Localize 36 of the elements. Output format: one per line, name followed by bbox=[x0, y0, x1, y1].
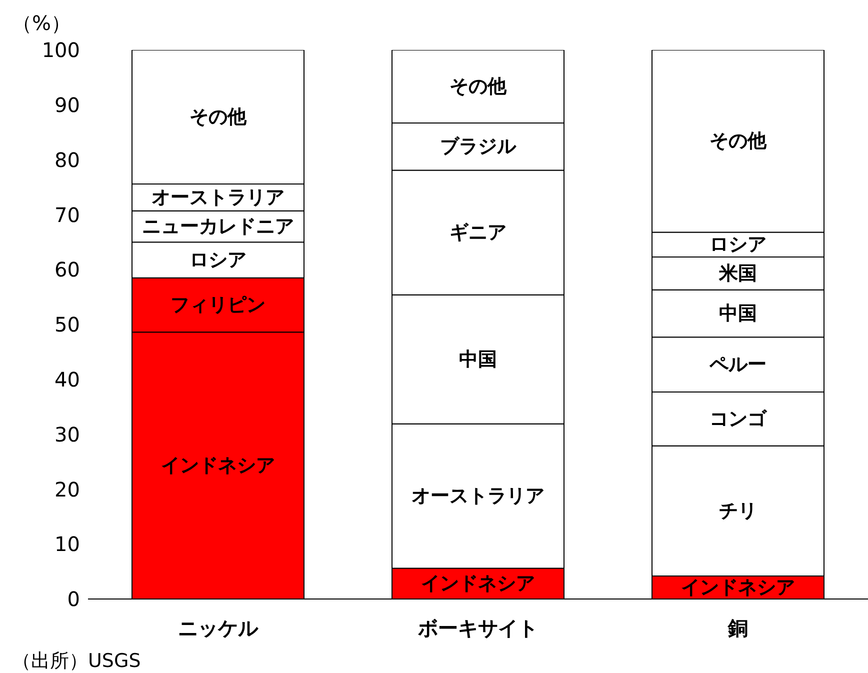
data-label: その他 bbox=[450, 76, 508, 98]
data-label: インドネシア bbox=[161, 454, 275, 477]
data-label: オーストラリア bbox=[152, 186, 284, 208]
y-tick-label: 50 bbox=[54, 312, 80, 337]
data-label: 中国 bbox=[459, 348, 497, 370]
y-tick-label: 100 bbox=[42, 38, 80, 62]
data-label: インドネシア bbox=[421, 572, 535, 595]
data-label: その他 bbox=[190, 106, 248, 128]
data-label: ペルー bbox=[708, 354, 766, 376]
x-tick-label: ニッケル bbox=[178, 616, 259, 640]
data-label: ギニア bbox=[450, 222, 506, 244]
y-tick-label: 40 bbox=[54, 368, 80, 392]
data-label: フィリピン bbox=[170, 294, 266, 316]
y-axis-title: （%） bbox=[12, 10, 72, 37]
data-label: ロシア bbox=[710, 234, 766, 256]
y-tick-label: 60 bbox=[54, 258, 80, 282]
y-tick-label: 70 bbox=[54, 202, 80, 227]
y-tick-label: 0 bbox=[67, 587, 80, 612]
data-label: その他 bbox=[710, 130, 768, 152]
data-label: オーストラリア bbox=[412, 485, 544, 508]
data-label: コンゴ bbox=[710, 408, 768, 430]
y-tick-label: 30 bbox=[54, 422, 80, 446]
y-tick-label: 80 bbox=[54, 148, 80, 172]
x-tick-label: 銅 bbox=[727, 616, 748, 640]
text: （出所）USGS bbox=[12, 649, 141, 673]
data-label: 米国 bbox=[718, 262, 757, 284]
y-tick-label: 10 bbox=[54, 532, 80, 556]
x-tick-label: ボーキサイト bbox=[417, 616, 538, 640]
data-label: ニューカレドニア bbox=[142, 216, 294, 238]
y-tick-label: 20 bbox=[54, 477, 80, 502]
data-label: ロシア bbox=[190, 248, 246, 271]
data-label: 中国 bbox=[719, 302, 757, 325]
data-label: ブラジル bbox=[440, 136, 517, 158]
data-label: チリ bbox=[719, 500, 757, 522]
y-tick-label: 90 bbox=[54, 93, 80, 117]
data-label: インドネシア bbox=[681, 576, 795, 598]
